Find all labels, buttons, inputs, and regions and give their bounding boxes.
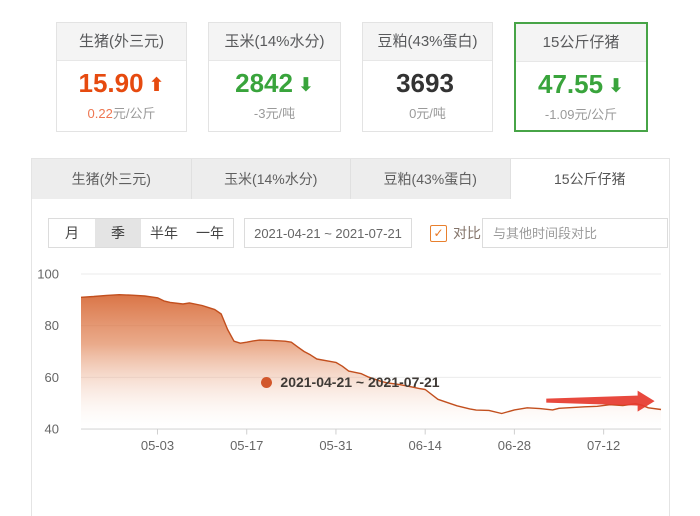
card-change: 0元/吨 <box>409 106 446 121</box>
svg-text:80: 80 <box>45 318 59 333</box>
tab-soybean-meal[interactable]: 豆粕(43%蛋白) <box>350 159 510 199</box>
up-arrow-icon: ⬆ <box>148 75 165 96</box>
card-title: 生猪(外三元) <box>57 23 186 61</box>
svg-text:05-17: 05-17 <box>230 438 263 453</box>
card-soybean-meal[interactable]: 豆粕(43%蛋白) 3693 0元/吨 <box>362 22 493 132</box>
period-month[interactable]: 月 <box>65 225 79 241</box>
card-title: 玉米(14%水分) <box>209 23 340 61</box>
svg-text:40: 40 <box>45 422 59 437</box>
card-corn[interactable]: 玉米(14%水分) 2842 ⬇ -3元/吨 <box>208 22 341 132</box>
card-live-pig[interactable]: 生猪(外三元) 15.90 ⬆ 0.22元/公斤 <box>56 22 187 132</box>
svg-text:06-14: 06-14 <box>409 438 442 453</box>
period-half-year[interactable]: 半年 <box>150 225 178 241</box>
legend-dot-icon <box>261 377 273 388</box>
card-piglet[interactable]: 15公斤仔猪 47.55 ⬇ -1.09元/公斤 <box>514 22 648 132</box>
date-range-input[interactable] <box>244 218 412 248</box>
card-title: 豆粕(43%蛋白) <box>363 23 492 61</box>
period-year[interactable]: 一年 <box>196 225 224 241</box>
svg-text:07-12: 07-12 <box>587 438 620 453</box>
period-quarter[interactable]: 季 <box>95 219 141 247</box>
period-toggle: 月 季 半年 一年 <box>48 218 234 248</box>
down-arrow-icon: ⬇ <box>297 75 314 96</box>
card-change: 0.22元/公斤 <box>87 106 156 121</box>
svg-text:05-03: 05-03 <box>141 438 174 453</box>
compare-label[interactable]: 对比 <box>453 225 481 241</box>
card-value: 47.55 ⬇ <box>538 69 624 99</box>
card-value: 2842 ⬇ <box>235 68 314 98</box>
compare-checkbox[interactable]: ✓ <box>430 225 447 242</box>
chart-legend: 2021-04-21 ~ 2021-07-21 <box>32 374 669 392</box>
card-change: -1.09元/公斤 <box>544 107 618 122</box>
tab-corn[interactable]: 玉米(14%水分) <box>190 159 351 199</box>
down-arrow-icon: ⬇ <box>608 76 624 97</box>
card-title: 15公斤仔猪 <box>516 24 646 62</box>
card-value: 3693 <box>396 68 454 98</box>
checkbox-check-icon: ✓ <box>433 226 444 240</box>
tab-piglet[interactable]: 15公斤仔猪 <box>509 159 669 199</box>
svg-text:05-31: 05-31 <box>319 438 352 453</box>
detail-panel: 生猪(外三元) 玉米(14%水分) 豆粕(43%蛋白) 15公斤仔猪 月 季 半… <box>31 158 670 516</box>
price-area-chart: 40 60 80 100 05-03 05-17 05-31 06-14 06-28 07-12 <box>37 267 662 453</box>
svg-text:100: 100 <box>37 267 59 282</box>
card-value: 15.90 ⬆ <box>78 68 165 98</box>
svg-text:60: 60 <box>45 370 59 385</box>
svg-text:06-28: 06-28 <box>498 438 531 453</box>
card-change: -3元/吨 <box>253 106 296 121</box>
tab-bar: 生猪(外三元) 玉米(14%水分) 豆粕(43%蛋白) 15公斤仔猪 <box>32 159 669 199</box>
tab-live-pig[interactable]: 生猪(外三元) <box>71 171 151 187</box>
legend-label: 2021-04-21 ~ 2021-07-21 <box>280 374 440 390</box>
compare-period-input[interactable] <box>482 218 668 248</box>
